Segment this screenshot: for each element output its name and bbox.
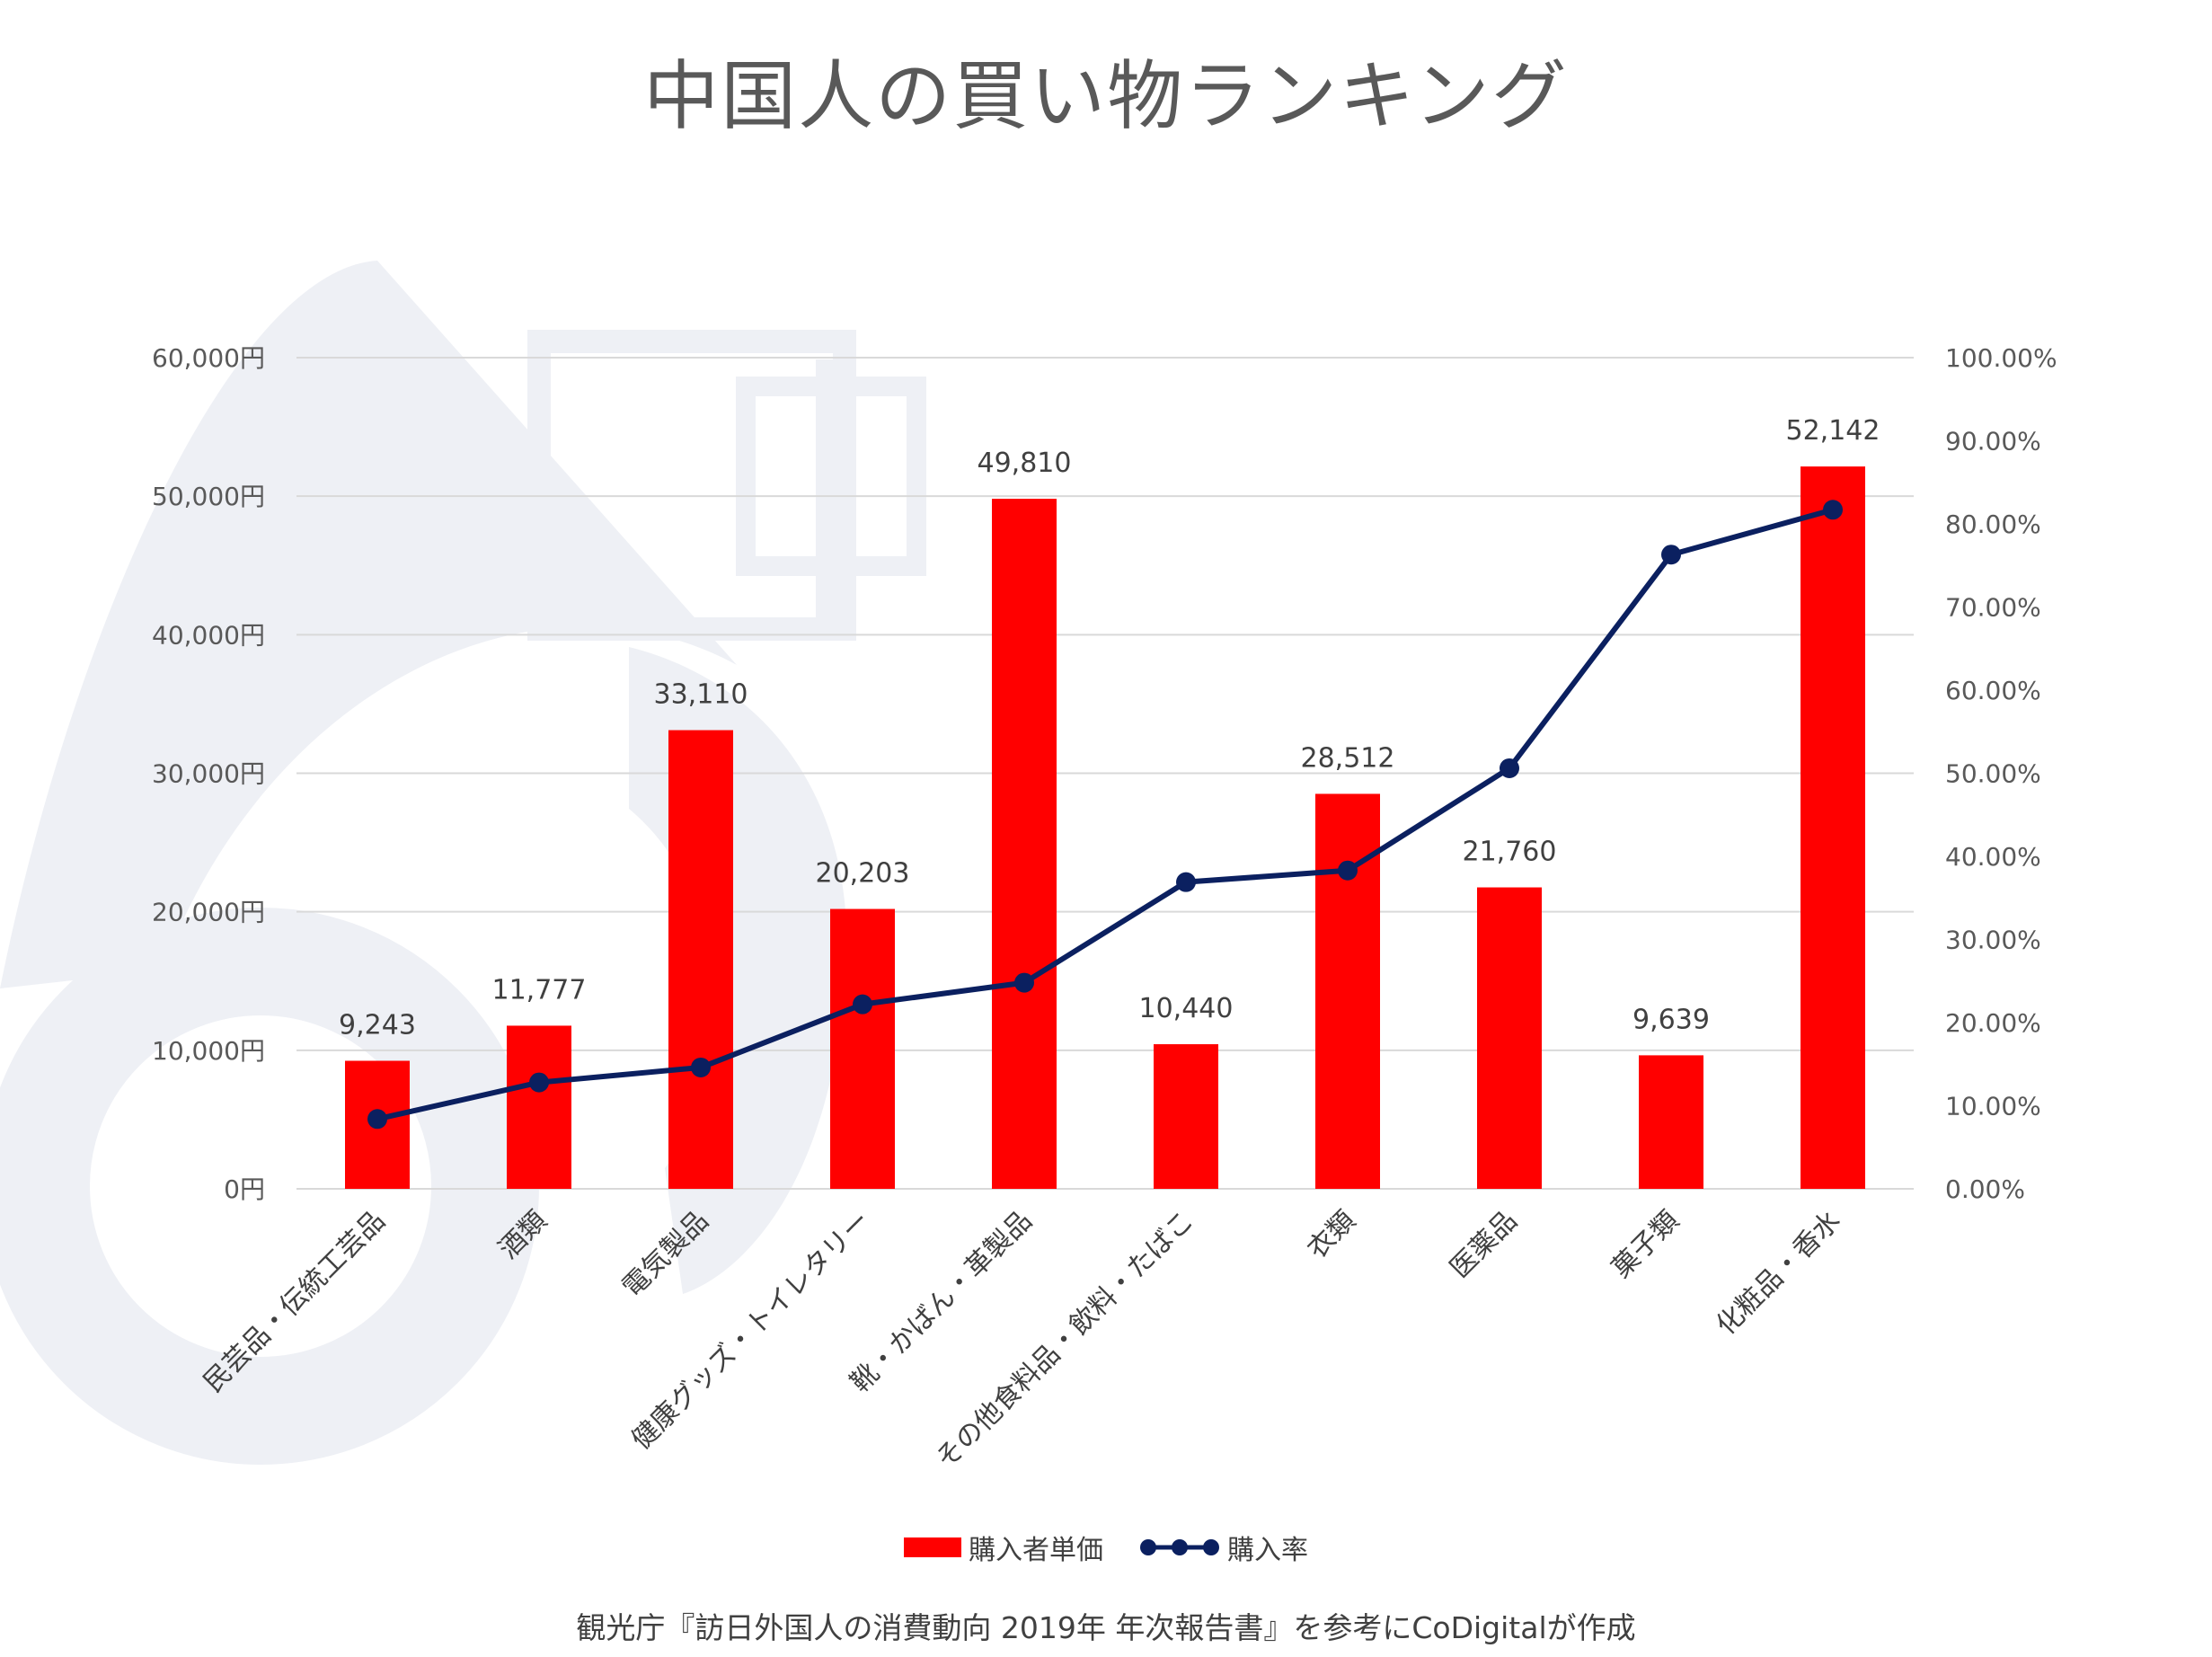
bar-value-label: 21,760 — [1463, 837, 1557, 868]
right-tick-label: 80.00% — [1945, 510, 2041, 539]
bar-value-label: 33,110 — [654, 679, 748, 711]
bar-value-label: 11,777 — [492, 974, 587, 1006]
bar-data-labels: 9,243 11,777 33,110 20,203 49,810 10,440 28,51… — [339, 415, 1880, 1041]
bar — [507, 1025, 571, 1189]
category-label: その他食料品・飲料・たばこ — [930, 1205, 1200, 1475]
legend-item-bar: 購入者単価 — [904, 1528, 1103, 1567]
watermark-box — [527, 330, 856, 641]
right-tick-label: 90.00% — [1945, 427, 2041, 456]
bar — [668, 730, 733, 1189]
source-note: 観光庁『訪日外国人の消費動向 2019年 年次報告書』を参考にCoDigital… — [576, 1610, 1636, 1645]
category-label: 衣類 — [1301, 1205, 1361, 1265]
left-tick-label: 30,000円 — [152, 759, 265, 789]
category-label: 医薬品 — [1444, 1205, 1523, 1284]
bar-value-label: 52,142 — [1786, 415, 1880, 447]
watermark-hook — [629, 647, 847, 1294]
bar-value-label: 9,639 — [1632, 1004, 1710, 1035]
legend-line-label: 購入率 — [1227, 1535, 1308, 1566]
bar-value-label: 28,512 — [1301, 742, 1395, 774]
left-tick-label: 20,000円 — [152, 898, 265, 927]
line-point — [1823, 500, 1843, 520]
right-tick-label: 0.00% — [1945, 1174, 2025, 1204]
purchase-rate-line — [376, 507, 1834, 1122]
line-point — [853, 994, 872, 1015]
right-tick-label: 100.00% — [1945, 343, 2057, 373]
bar — [830, 908, 895, 1189]
watermark-shape — [0, 261, 737, 988]
right-tick-label: 20.00% — [1945, 1008, 2041, 1038]
legend-item-line: 購入率 — [1139, 1528, 1308, 1567]
category-label: 菓子類 — [1606, 1205, 1685, 1284]
right-tick-label: 30.00% — [1945, 926, 2041, 955]
bar — [1154, 1044, 1218, 1189]
line-series — [367, 500, 1843, 1130]
line-point — [691, 1057, 711, 1077]
line-point — [529, 1072, 549, 1093]
legend-bar-label: 購入者単価 — [969, 1535, 1103, 1566]
line-point — [1014, 972, 1034, 993]
chart-title: 中国人の買い物ランキング — [643, 52, 1569, 140]
right-tick-label: 60.00% — [1945, 676, 2041, 705]
left-tick-label: 60,000円 — [152, 343, 265, 373]
bar-value-label: 20,203 — [816, 858, 910, 890]
line-point — [1176, 872, 1196, 892]
left-tick-label: 0円 — [224, 1174, 265, 1204]
left-tick-label: 40,000円 — [152, 620, 265, 650]
bar-value-label: 49,810 — [978, 447, 1072, 479]
right-tick-label: 70.00% — [1945, 593, 2041, 623]
right-tick-label: 10.00% — [1945, 1092, 2041, 1121]
bar-series — [345, 466, 1865, 1189]
legend-bar-swatch — [904, 1537, 961, 1557]
line-point — [1500, 758, 1519, 778]
right-tick-label: 40.00% — [1945, 842, 2041, 872]
right-axis-ticks: 0.00% 10.00% 20.00% 30.00% 40.00% 50.00% 60.00… — [1945, 343, 2057, 1204]
line-point — [1661, 545, 1681, 565]
left-axis-ticks: 0円 10,000円 20,000円 30,000円 40,000円 50,000円 60,… — [152, 343, 265, 1204]
bar — [1801, 466, 1865, 1189]
line-point — [1338, 860, 1358, 881]
category-label: 靴・かばん・革製品 — [845, 1205, 1039, 1399]
right-tick-label: 50.00% — [1945, 759, 2041, 789]
legend-line-swatch — [1140, 1539, 1219, 1555]
line-point — [367, 1109, 387, 1130]
category-label: 化粧品・香水 — [1711, 1205, 1847, 1342]
left-tick-label: 50,000円 — [152, 482, 265, 511]
background-watermark — [0, 261, 926, 1465]
bar-value-label: 9,243 — [339, 1010, 416, 1041]
bar — [1477, 887, 1542, 1189]
left-tick-label: 10,000円 — [152, 1036, 265, 1066]
bar-value-label: 10,440 — [1139, 993, 1234, 1024]
legend: 購入者単価 購入率 — [0, 1528, 2212, 1567]
bar — [1639, 1055, 1703, 1189]
bar — [992, 499, 1057, 1189]
watermark-ring — [0, 908, 539, 1465]
